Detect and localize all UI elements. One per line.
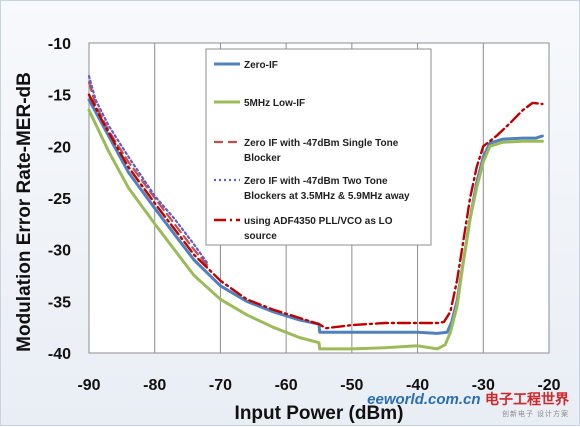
y-tick-label-3: -25 xyxy=(48,191,71,208)
series-line-0 xyxy=(87,98,544,335)
legend-label-0: Zero-IF xyxy=(244,60,278,71)
x-tick-label-5: -40 xyxy=(406,377,429,394)
watermark-subtext: 创新电子 设计方案 xyxy=(502,411,569,418)
watermark-logo: eeworld.com.cn 电子工程世界 创新电子 设计方案 xyxy=(367,389,569,419)
series-line-1 xyxy=(87,108,544,351)
legend-box xyxy=(205,48,432,246)
watermark-cn-text: 电子工程世界 xyxy=(485,391,569,407)
legend-label-line: source xyxy=(244,231,277,242)
series-line-3 xyxy=(87,75,209,265)
legend-label-line: Blockers at 3.5MHz & 5.9MHz away xyxy=(244,191,410,202)
series-line-4 xyxy=(87,93,544,330)
y-tick-label-5: -35 xyxy=(48,294,71,311)
legend-label-line: Blocker xyxy=(244,153,281,164)
x-tick-label-3: -60 xyxy=(275,377,298,394)
y-axis-title: Modulation Error Rate-MER-dB xyxy=(14,72,35,352)
legend-label-line: using ADF4350 PLL/VCO as LO xyxy=(244,216,393,227)
legend-label-line: Zero-IF xyxy=(244,60,278,71)
x-tick-label-1: -80 xyxy=(143,377,166,394)
x-tick-label-6: -30 xyxy=(472,377,495,394)
y-tick-label-1: -15 xyxy=(48,88,71,105)
y-tick-label-0: -10 xyxy=(48,36,71,53)
legend-label-4: using ADF4350 PLL/VCO as LO source xyxy=(244,216,393,242)
y-tick-label-6: -40 xyxy=(48,346,71,363)
watermark-brand: eeworld.com.cn xyxy=(367,391,481,408)
legend-label-line: Zero IF with -47dBm Single Tone xyxy=(244,138,399,149)
x-tick-label-7: -20 xyxy=(537,377,560,394)
x-tick-label-4: -50 xyxy=(340,377,363,394)
legend-label-3: Zero IF with -47dBm Two Tone Blockers at … xyxy=(244,176,410,202)
x-tick-label-0: -90 xyxy=(77,377,100,394)
y-tick-label-2: -20 xyxy=(48,139,71,156)
y-tick-label-4: -30 xyxy=(48,243,71,260)
x-tick-label-2: -70 xyxy=(209,377,232,394)
x-axis-title: Input Power (dBm) xyxy=(235,403,404,424)
legend-label-line: Zero IF with -47dBm Two Tone xyxy=(244,176,388,187)
legend-label-1: 5MHz Low-IF xyxy=(244,98,305,109)
legend-label-2: Zero IF with -47dBm Single Tone Blocker xyxy=(244,138,399,164)
legend-label-line: 5MHz Low-IF xyxy=(244,98,305,109)
series-line-2 xyxy=(87,81,209,267)
